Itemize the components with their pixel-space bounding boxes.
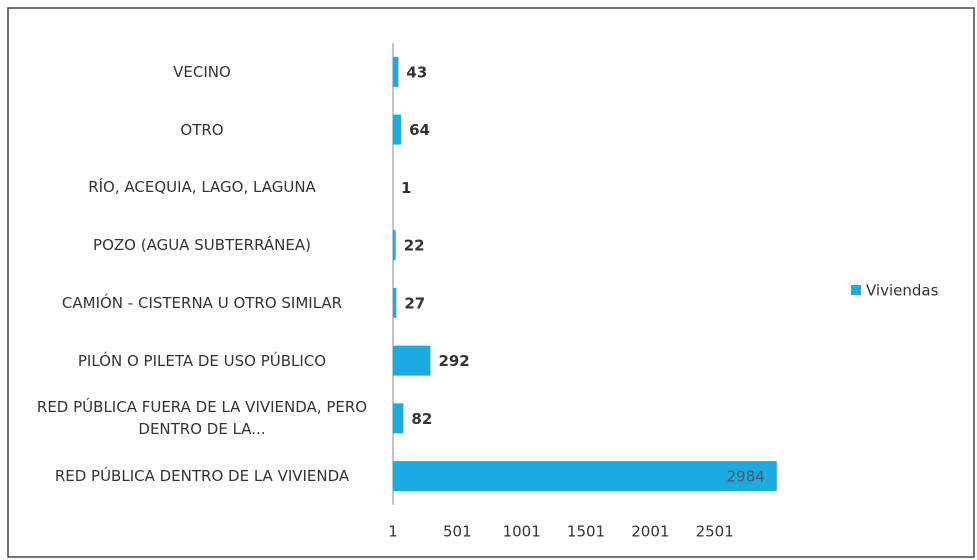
bar — [393, 461, 777, 492]
x-tick-label: 2501 — [696, 523, 734, 541]
data-label: 22 — [404, 237, 425, 255]
y-tick-label: CAMIÓN - CISTERNA U OTRO SIMILAR — [61, 293, 343, 312]
x-tick-label: 2001 — [631, 523, 669, 541]
data-label: 43 — [406, 63, 427, 81]
x-tick-label: 1001 — [503, 523, 541, 541]
chart-border — [7, 7, 975, 558]
data-label: 82 — [411, 410, 432, 428]
y-tick-label: POZO (AGUA SUBTERRÁNEA) — [93, 236, 311, 255]
y-tick-label: RÍO, ACEQUIA, LAGO, LAGUNA — [88, 178, 316, 197]
bar — [393, 403, 404, 434]
y-tick-label: VECINO — [173, 62, 231, 81]
y-tick-label: RED PÚBLICA DENTRO DE LA VIVIENDA — [54, 467, 350, 486]
bar — [393, 287, 397, 318]
y-tick-label: PILÓN O PILETA DE USO PÚBLICO — [77, 351, 327, 370]
x-tick-label: 1 — [388, 523, 398, 541]
data-label: 64 — [409, 121, 430, 139]
bar — [393, 345, 431, 376]
data-label: 27 — [404, 294, 425, 312]
data-label: 2984 — [727, 468, 765, 486]
bar — [393, 230, 396, 261]
y-tick-label: RED PÚBLICA FUERA DE LA VIVIENDA, PERO D… — [36, 398, 368, 439]
x-tick-label: 1501 — [567, 523, 605, 541]
legend-swatch — [851, 285, 861, 295]
y-tick-label: OTRO — [180, 120, 224, 139]
data-label: 292 — [438, 352, 469, 370]
bar — [393, 56, 399, 87]
data-label: 1 — [401, 179, 411, 197]
bar — [393, 114, 402, 145]
legend-label: Viviendas — [866, 282, 939, 300]
x-tick-label: 501 — [443, 523, 472, 541]
